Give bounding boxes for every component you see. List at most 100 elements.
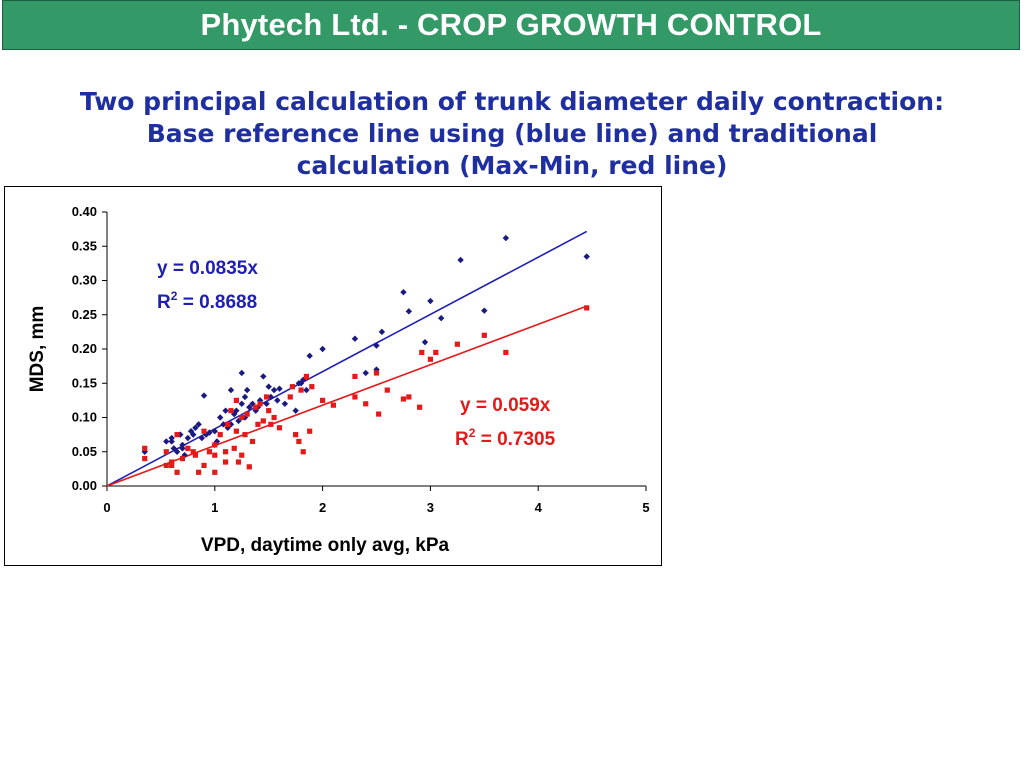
red-data-point bbox=[239, 414, 245, 421]
y-tick-label: 0.40 bbox=[72, 204, 97, 219]
y-tick-label: 0.25 bbox=[72, 307, 97, 322]
blue-data-point bbox=[281, 400, 289, 407]
y-tick-label: 0.15 bbox=[72, 375, 97, 390]
red-data-point bbox=[228, 408, 234, 414]
blue-data-point bbox=[184, 434, 192, 442]
blue-data-point bbox=[270, 386, 278, 394]
red-data-point bbox=[376, 411, 382, 417]
tick-labels: 0.00 0.05 0.10 0.15 0.20 0.25 0.30 0.35 0.40 0 1 2 3… bbox=[72, 204, 650, 515]
blue-data-point bbox=[502, 234, 510, 242]
red-data-point bbox=[212, 469, 218, 475]
red-data-point bbox=[222, 449, 229, 455]
x-axis-label: VPD, daytime only avg, kPa bbox=[201, 535, 450, 556]
red-data-point bbox=[330, 402, 336, 408]
blue-data-point bbox=[163, 438, 170, 445]
blue-data-point bbox=[306, 352, 313, 360]
header-banner: Phytech Ltd. - CROP GROWTH CONTROL bbox=[2, 0, 1020, 50]
y-axis-label: MDS, mm bbox=[27, 306, 48, 393]
red-data-point bbox=[212, 442, 218, 448]
red-data-point bbox=[169, 459, 175, 465]
blue-data-point bbox=[198, 434, 206, 442]
blue-data-point bbox=[170, 445, 178, 452]
red-data-point bbox=[266, 408, 272, 414]
blue-data-point bbox=[362, 369, 369, 377]
blue-data-point bbox=[243, 386, 251, 394]
red-data-point bbox=[242, 432, 248, 438]
red-data-point bbox=[363, 401, 369, 407]
header-title: Phytech Ltd. - CROP GROWTH CONTROL bbox=[200, 7, 822, 42]
red-data-point bbox=[268, 421, 274, 427]
y-tick-label: 0.30 bbox=[72, 273, 97, 288]
blue-data-point bbox=[173, 448, 181, 455]
red-data-point bbox=[417, 404, 423, 410]
red-data-point bbox=[433, 349, 439, 356]
red-data-point bbox=[307, 428, 313, 434]
x-tick-label: 5 bbox=[642, 500, 649, 515]
x-tick-label: 3 bbox=[427, 500, 434, 515]
x-tick-label: 1 bbox=[211, 500, 218, 515]
red-data-point bbox=[174, 432, 180, 438]
red-data-point bbox=[246, 464, 252, 470]
blue-data-point bbox=[292, 407, 299, 414]
blue-data-point bbox=[303, 386, 310, 394]
red-data-point bbox=[163, 449, 169, 455]
blue-data-point bbox=[206, 429, 213, 436]
red-data-point bbox=[206, 449, 213, 455]
blue-data-point bbox=[267, 393, 275, 401]
blue-equation: y = 0.0835x bbox=[157, 258, 258, 279]
blue-data-point bbox=[211, 428, 218, 435]
red-data-point bbox=[293, 432, 299, 438]
red-data-point bbox=[201, 428, 207, 434]
blue-data-point bbox=[373, 342, 380, 349]
blue-data-point bbox=[351, 335, 359, 342]
red-data-point bbox=[287, 394, 293, 400]
red-r2: R2 = 0.7305 bbox=[455, 426, 556, 450]
blue-data-point bbox=[319, 345, 326, 353]
subtitle-line-1: Two principal calculation of trunk diame… bbox=[79, 87, 945, 116]
red-data-point bbox=[296, 438, 302, 445]
subtitle-line-3: calculation (Max-Min, red line) bbox=[296, 151, 728, 180]
blue-data-point bbox=[192, 424, 199, 431]
red-data-point bbox=[309, 384, 315, 390]
red-data-point bbox=[298, 387, 304, 393]
blue-data-point bbox=[427, 297, 434, 305]
blue-data-point bbox=[181, 451, 188, 459]
blue-data-point bbox=[179, 441, 186, 449]
red-data-point bbox=[169, 462, 175, 469]
red-data-point bbox=[231, 445, 237, 451]
red-data-point bbox=[233, 397, 239, 403]
red-data-point bbox=[163, 462, 169, 469]
red-data-point bbox=[384, 387, 390, 393]
red-data-point bbox=[276, 425, 283, 431]
blue-equation-annotation: y = 0.0835x R2 = 0.8688 bbox=[157, 258, 258, 313]
y-tick-label: 0.35 bbox=[72, 238, 97, 253]
chart-frame: 0.00 0.05 0.10 0.15 0.20 0.25 0.30 0.35 0.40 0 1 2 3… bbox=[4, 186, 662, 566]
blue-data-point bbox=[222, 407, 229, 414]
red-data-point bbox=[196, 469, 202, 475]
red-data-point bbox=[249, 438, 256, 445]
red-data-point bbox=[222, 459, 229, 465]
blue-data-point bbox=[168, 434, 175, 442]
red-data-point bbox=[185, 445, 191, 451]
x-tick-label: 0 bbox=[103, 500, 110, 515]
blue-data-point bbox=[179, 445, 186, 452]
blue-data-point bbox=[481, 307, 488, 314]
slide-subtitle: Two principal calculation of trunk diame… bbox=[0, 86, 1024, 182]
red-data-point bbox=[419, 349, 425, 356]
blue-r2: R2 = 0.8688 bbox=[157, 289, 257, 313]
red-data-point bbox=[427, 356, 433, 362]
y-tick-label: 0.10 bbox=[72, 410, 97, 425]
y-tick-label: 0.05 bbox=[72, 444, 97, 459]
red-data-point bbox=[352, 373, 358, 379]
blue-trend-line bbox=[106, 230, 588, 487]
red-equation: y = 0.059x bbox=[460, 395, 551, 416]
red-data-point bbox=[225, 421, 231, 427]
red-data-point bbox=[300, 449, 306, 455]
blue-data-point bbox=[437, 314, 445, 322]
blue-data-point bbox=[238, 400, 245, 407]
blue-data-point bbox=[246, 404, 253, 411]
x-tick-label: 2 bbox=[319, 500, 326, 515]
blue-data-point bbox=[274, 397, 281, 404]
red-data-point bbox=[255, 421, 261, 427]
red-data-point bbox=[503, 349, 509, 356]
